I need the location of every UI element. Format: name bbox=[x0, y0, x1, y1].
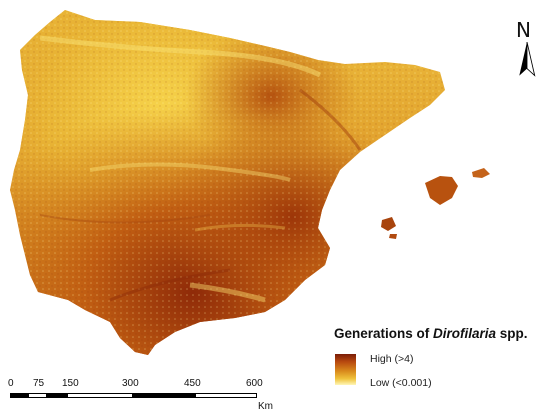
scale-tick-600: 600 bbox=[246, 378, 263, 389]
scale-tick-150: 150 bbox=[62, 378, 79, 389]
scale-segment-2 bbox=[28, 393, 47, 398]
balearic-islands bbox=[381, 168, 490, 239]
legend-color-ramp bbox=[335, 354, 356, 385]
legend-title-genus: Dirofilaria bbox=[433, 326, 497, 341]
scale-segment-4 bbox=[67, 393, 133, 398]
scale-segment-5 bbox=[132, 393, 196, 398]
north-arrow-icon bbox=[519, 42, 536, 77]
scale-tick-450: 450 bbox=[184, 378, 201, 389]
legend-title-suffix: spp. bbox=[496, 326, 528, 341]
scale-tick-300: 300 bbox=[122, 378, 139, 389]
island-mallorca bbox=[425, 176, 458, 205]
scale-tick-0: 0 bbox=[8, 378, 14, 389]
legend-title: Generations of Dirofilaria spp. bbox=[334, 326, 528, 341]
scale-segment-1 bbox=[10, 393, 29, 398]
legend-low-label: Low (<0.001) bbox=[370, 377, 432, 389]
scale-tick-75: 75 bbox=[33, 378, 45, 389]
legend-title-prefix: Generations of bbox=[334, 326, 434, 341]
scale-bar: 0 75 150 300 450 600 Km bbox=[0, 378, 290, 419]
island-menorca bbox=[472, 168, 490, 178]
scale-unit: Km bbox=[258, 401, 273, 412]
scale-segment-6 bbox=[195, 393, 257, 398]
island-ibiza bbox=[381, 217, 396, 231]
mainland bbox=[10, 10, 445, 355]
scale-segment-3 bbox=[46, 393, 68, 398]
legend-high-label: High (>4) bbox=[370, 353, 414, 365]
north-label: N bbox=[516, 18, 531, 42]
island-formentera bbox=[389, 234, 397, 239]
